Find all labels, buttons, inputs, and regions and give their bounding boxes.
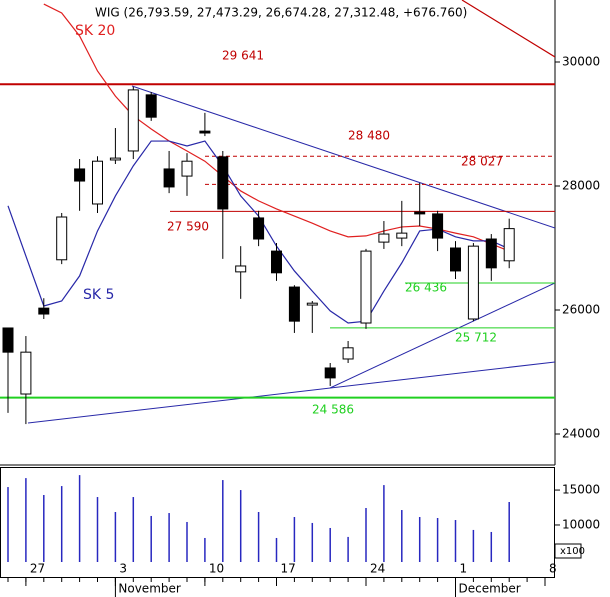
level-label: 27 590 [167,220,209,234]
y2-tick-label: 15000 [562,483,600,497]
month-label: December [459,582,521,596]
volume-unit: x100 [560,546,585,557]
long-average [461,0,555,58]
candle-body [396,232,408,239]
x-tick-label: 27 [30,562,45,576]
trend-line [27,361,555,424]
volume-unit-box [554,543,582,559]
candle-body [253,217,265,240]
candle-body [127,89,139,152]
volume-frame [0,467,555,578]
candle-body [503,228,515,262]
candle-body [360,250,372,324]
candle-body [485,238,497,269]
candle-body [199,130,211,134]
level-label: 25 712 [455,331,497,345]
x-tick-label: 24 [370,562,385,576]
chart-title: WIG (26,793.59, 27,473.29, 26,674.28, 27… [95,6,467,20]
candle-body [271,250,282,274]
series-label: SK 5 [83,287,114,303]
series-label: SK 20 [75,23,115,39]
candle-body [342,347,354,360]
y-tick-label: 30000 [562,55,600,69]
candle-body [378,233,390,243]
candle-body [306,302,318,306]
candle-body [432,213,444,239]
level-label: 26 436 [405,281,447,295]
candle-body [38,307,50,315]
candle-body [145,94,157,118]
y-tick-label: 26000 [562,303,600,317]
candle-body [450,247,461,272]
moving-average [43,3,510,252]
x-tick-label: 17 [281,562,296,576]
y-tick-label: 24000 [562,427,600,441]
x-tick-label: 10 [209,562,224,576]
candle-body [288,286,300,322]
candle-body [163,168,175,188]
candle-body [217,156,229,210]
candle-body [109,157,121,161]
x-tick-label: 1 [460,562,468,576]
y2-tick-label: 10000 [562,517,600,531]
trend-lines [27,0,555,424]
candle-body [181,160,193,177]
level-label: 24 586 [312,403,354,417]
plot [0,3,555,425]
trend-line [131,85,555,229]
candle-body [56,216,68,261]
candle-body [2,327,14,353]
level-label: 29 641 [222,49,264,63]
candle-body [74,168,86,182]
level-label: 28 027 [461,155,503,169]
candle-body [92,160,103,205]
x-tick-label: 8 [549,562,557,576]
y-tick-label: 28000 [562,179,600,193]
level-label: 28 480 [348,129,390,143]
candle-body [20,351,32,395]
candle-body [324,367,336,379]
candle-body [414,211,426,215]
candle-body [235,265,247,273]
candle-body [467,245,479,320]
trend-line [329,282,555,389]
x-tick-label: 3 [119,562,127,576]
month-label: November [118,582,180,596]
